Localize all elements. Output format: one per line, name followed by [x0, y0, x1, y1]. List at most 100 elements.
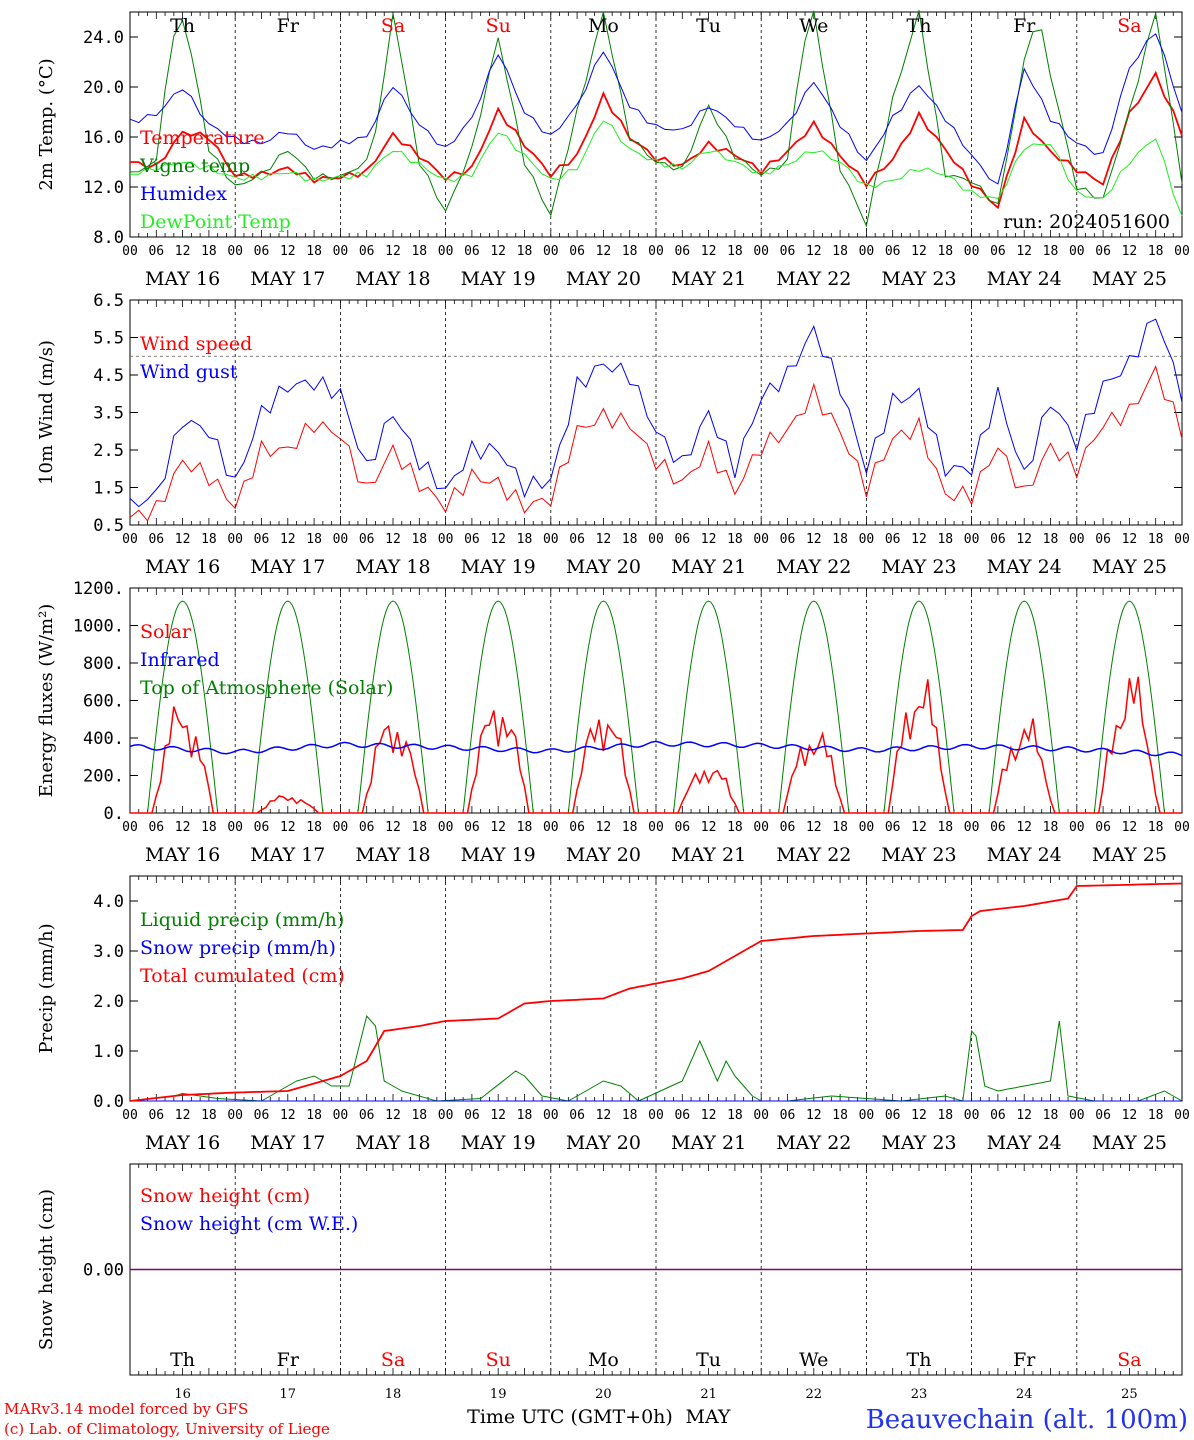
- hour-tick-label: 18: [727, 244, 743, 259]
- hour-tick-label: 18: [306, 244, 322, 259]
- legend-entry: Humidex: [140, 183, 227, 205]
- legend-entry: Wind speed: [140, 333, 252, 355]
- date-label: MAY 20: [566, 1132, 641, 1154]
- hour-tick-label: 18: [411, 1108, 427, 1123]
- hour-tick-label: 12: [490, 244, 506, 259]
- hour-tick-label: 12: [806, 244, 822, 259]
- day-number: 20: [595, 1387, 612, 1402]
- hour-tick-label: 00: [438, 820, 454, 835]
- hour-tick-label: 18: [937, 820, 953, 835]
- series-line: [129, 10, 1183, 228]
- date-label: MAY 21: [671, 844, 746, 866]
- day-name: Sa: [1117, 15, 1141, 37]
- run-label: run: 2024051600: [1003, 211, 1170, 233]
- hour-tick-label: 06: [885, 532, 901, 547]
- hour-tick-label: 06: [148, 244, 164, 259]
- hour-tick-label: 18: [1043, 1108, 1059, 1123]
- credit-model: MARv3.14 model forced by GFS: [4, 1400, 248, 1418]
- y-tick-label: 0.5: [93, 516, 124, 536]
- date-label: MAY 21: [671, 556, 746, 578]
- legend-entry: DewPoint Temp: [140, 211, 291, 233]
- date-label: MAY 23: [881, 268, 956, 290]
- date-label: MAY 19: [461, 556, 536, 578]
- hour-tick-label: 18: [411, 820, 427, 835]
- hour-tick-label: 18: [622, 1108, 638, 1123]
- hour-tick-label: 18: [727, 820, 743, 835]
- date-label: MAY 22: [776, 1132, 851, 1154]
- date-label: MAY 20: [566, 844, 641, 866]
- hour-tick-label: 06: [780, 244, 796, 259]
- hour-tick-label: 00: [333, 1108, 349, 1123]
- hour-tick-label: 18: [937, 1108, 953, 1123]
- day-name: Th: [170, 15, 195, 37]
- day-name: Fr: [1013, 15, 1036, 37]
- hour-tick-label: 18: [727, 532, 743, 547]
- hour-tick-label: 12: [1122, 820, 1138, 835]
- hour-tick-label: 12: [1122, 532, 1138, 547]
- series-line: [129, 365, 1183, 522]
- y-tick-label: 0.0: [93, 1092, 124, 1112]
- hour-tick-label: 00: [122, 532, 138, 547]
- y-tick-label: 800.: [83, 654, 124, 674]
- hour-tick-label: 00: [227, 820, 243, 835]
- hour-tick-label: 00: [753, 244, 769, 259]
- legend-entry: Vigne temp: [139, 155, 250, 177]
- y-tick-label: 1.5: [93, 479, 124, 499]
- hour-tick-label: 06: [990, 532, 1006, 547]
- y-tick-label: 0.: [104, 804, 124, 824]
- hour-tick-label: 00: [753, 532, 769, 547]
- hour-tick-label: 06: [569, 244, 585, 259]
- hour-tick-label: 18: [832, 532, 848, 547]
- date-label: MAY 19: [461, 844, 536, 866]
- hour-tick-label: 06: [569, 820, 585, 835]
- hour-tick-label: 18: [622, 244, 638, 259]
- day-number: 25: [1121, 1387, 1138, 1402]
- hour-tick-label: 06: [780, 1108, 796, 1123]
- hour-tick-label: 12: [596, 244, 612, 259]
- hour-tick-label: 12: [911, 1108, 927, 1123]
- day-number: 22: [806, 1387, 823, 1402]
- hour-tick-label: 12: [1122, 244, 1138, 259]
- credit-lab: (c) Lab. of Climatology, University of L…: [4, 1420, 330, 1438]
- hour-tick-label: 00: [753, 820, 769, 835]
- hour-tick-label: 12: [1016, 532, 1032, 547]
- hour-tick-label: 12: [385, 532, 401, 547]
- series-line: [129, 120, 1183, 217]
- day-number: 19: [490, 1387, 507, 1402]
- y-tick-label: 3.5: [93, 404, 124, 424]
- y-tick-label: 24.0: [83, 28, 124, 48]
- date-label: MAY 23: [881, 844, 956, 866]
- hour-tick-label: 06: [359, 1108, 375, 1123]
- hour-tick-label: 12: [806, 820, 822, 835]
- hour-tick-label: 06: [254, 820, 270, 835]
- hour-tick-label: 12: [385, 820, 401, 835]
- date-label: MAY 17: [250, 844, 325, 866]
- hour-tick-label: 00: [227, 1108, 243, 1123]
- series-line: [129, 318, 1183, 508]
- hour-tick-label: 18: [727, 1108, 743, 1123]
- hour-tick-label: 06: [359, 820, 375, 835]
- hour-tick-label: 00: [648, 532, 664, 547]
- day-number: 18: [385, 1387, 402, 1402]
- date-label: MAY 24: [987, 556, 1062, 578]
- date-label: MAY 17: [250, 268, 325, 290]
- date-label: MAY 20: [566, 556, 641, 578]
- hour-tick-label: 06: [254, 532, 270, 547]
- hour-tick-label: 12: [1016, 1108, 1032, 1123]
- legend-entry: Temperature: [140, 127, 264, 149]
- day-name: Su: [486, 15, 511, 37]
- day-name: Fr: [277, 15, 300, 37]
- day-name: Su: [486, 1349, 511, 1371]
- date-label: MAY 19: [461, 1132, 536, 1154]
- hour-tick-label: 18: [306, 532, 322, 547]
- hour-tick-label: 18: [832, 244, 848, 259]
- hour-tick-label: 00: [438, 1108, 454, 1123]
- legend-entry: Liquid precip (mm/h): [140, 909, 344, 931]
- hour-tick-label: 00: [1174, 820, 1190, 835]
- hour-tick-label: 00: [333, 532, 349, 547]
- hour-tick-label: 06: [885, 244, 901, 259]
- hour-tick-label: 18: [411, 532, 427, 547]
- y-tick-label: 16.0: [83, 128, 124, 148]
- hour-tick-label: 12: [596, 532, 612, 547]
- hour-tick-label: 00: [964, 532, 980, 547]
